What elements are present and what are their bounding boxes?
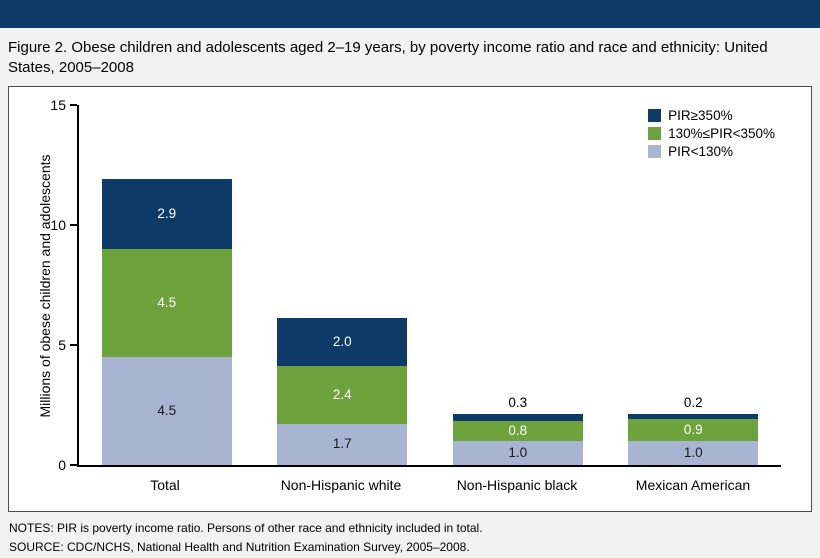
legend: PIR≥350% 130%≤PIR<350% PIR<130% bbox=[648, 105, 775, 162]
segment-value-label: 4.5 bbox=[157, 294, 177, 310]
bar-segment bbox=[628, 418, 759, 441]
segment-value-label: 2.9 bbox=[157, 205, 177, 221]
stacked-bar-1: 4.5 4.5 2.9 bbox=[101, 178, 232, 465]
bar-segment bbox=[628, 414, 759, 419]
bar-slot-1: 4.5 4.5 2.9 bbox=[79, 105, 255, 465]
plot-area: 4.5 4.5 2.9 1.7 2.4 2.0 1.0 0.8 0.3 1.0 0.9 0.2 PIR… bbox=[50, 97, 781, 473]
notes-text: NOTES: PIR is poverty income ratio. Pers… bbox=[9, 520, 483, 535]
bar-segment bbox=[452, 440, 583, 465]
x-axis-label-1: Total bbox=[150, 476, 180, 493]
stacked-bar-3: 1.0 0.8 0.3 bbox=[452, 395, 583, 465]
bar-slot-3: 1.0 0.8 0.3 bbox=[430, 105, 606, 465]
legend-swatch-icon bbox=[648, 144, 662, 158]
segment-value-label: 0.3 bbox=[508, 395, 528, 411]
bar-segment bbox=[452, 421, 583, 441]
x-axis-label-4: Mexican American bbox=[635, 476, 751, 493]
stacked-bar-2: 1.7 2.4 2.0 bbox=[277, 318, 408, 465]
segment-value-label: 0.8 bbox=[508, 422, 528, 438]
legend-label: 130%≤PIR<350% bbox=[668, 125, 775, 141]
legend-label: PIR<130% bbox=[668, 143, 734, 159]
bar-segment bbox=[101, 248, 232, 357]
legend-label: PIR≥350% bbox=[668, 107, 733, 123]
x-axis-label-2: Non-Hispanic white bbox=[280, 476, 402, 493]
bar-slot-2: 1.7 2.4 2.0 bbox=[255, 105, 431, 465]
bars-row: 4.5 4.5 2.9 1.7 2.4 2.0 1.0 0.8 0.3 1.0 0.9 0.2 bbox=[79, 105, 781, 465]
bar-segment bbox=[277, 366, 408, 424]
segment-value-label: 1.7 bbox=[332, 436, 352, 452]
segment-value-label: 2.0 bbox=[332, 334, 352, 350]
x-axis-labels-row: Total Non-Hispanic white Non-Hispanic blac… bbox=[77, 477, 781, 493]
y-axis-title: Millions of obese children and adolescen… bbox=[37, 153, 53, 418]
bar-segment bbox=[277, 318, 408, 367]
x-axis-label-3: Non-Hispanic black bbox=[456, 476, 578, 493]
figure-title: Figure 2. Obese children and adolescents… bbox=[8, 39, 768, 77]
y-tick-label-15: 15 bbox=[50, 96, 66, 113]
bar-segment bbox=[452, 414, 583, 422]
y-tick-mark-0 bbox=[70, 463, 77, 466]
segment-value-label: 0.9 bbox=[683, 421, 703, 437]
legend-item: 130%≤PIR<350% bbox=[648, 126, 775, 141]
stacked-bar-4: 1.0 0.9 0.2 bbox=[628, 395, 759, 465]
bar-segment bbox=[101, 356, 232, 465]
source-text: SOURCE: CDC/NCHS, National Health and Nu… bbox=[9, 539, 470, 554]
segment-value-label: 0.2 bbox=[683, 395, 703, 411]
top-banner bbox=[0, 0, 820, 28]
y-tick-mark-5 bbox=[70, 343, 77, 346]
bar-segment bbox=[101, 178, 232, 249]
y-tick-label-5: 5 bbox=[58, 336, 66, 353]
segment-value-label: 1.0 bbox=[683, 444, 703, 460]
y-tick-label-10: 10 bbox=[50, 216, 66, 233]
y-tick-label-0: 0 bbox=[58, 456, 66, 473]
legend-swatch-icon bbox=[648, 126, 662, 140]
chart-panel: Millions of obese children and adolescen… bbox=[8, 85, 812, 512]
bar-segment bbox=[628, 440, 759, 465]
y-tick-mark-15 bbox=[70, 103, 77, 106]
segment-value-label: 1.0 bbox=[508, 444, 528, 460]
legend-item: PIR≥350% bbox=[648, 108, 775, 123]
bar-segment bbox=[277, 423, 408, 465]
bar-slot-4: 1.0 0.9 0.2 bbox=[606, 105, 782, 465]
segment-value-label: 2.4 bbox=[332, 386, 352, 402]
segment-value-label: 4.5 bbox=[157, 402, 177, 418]
y-tick-mark-10 bbox=[70, 223, 77, 226]
legend-item: PIR<130% bbox=[648, 144, 775, 159]
legend-swatch-icon bbox=[648, 108, 662, 122]
